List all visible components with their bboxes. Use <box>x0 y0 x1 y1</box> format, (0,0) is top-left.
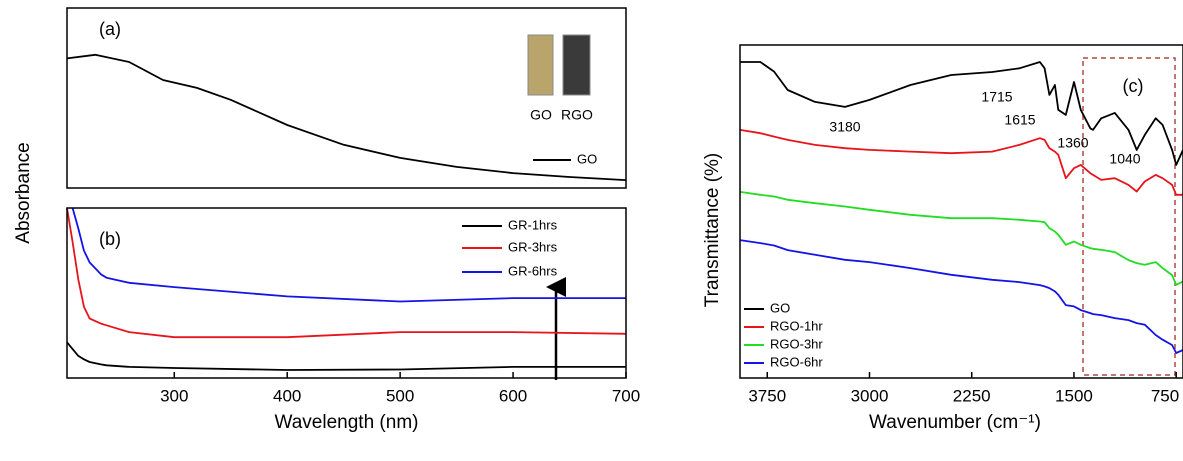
highlight-box <box>1082 57 1176 376</box>
series-line <box>740 129 1183 196</box>
inset-label: RGO <box>561 107 593 123</box>
series-line <box>66 53 627 181</box>
legend-label: RGO-3hr <box>770 336 823 351</box>
x-tick-label: 500 <box>386 386 414 405</box>
legend-label: GR-6hrs <box>508 263 558 278</box>
axes-frame <box>66 7 627 189</box>
peak-annotation: 1615 <box>1004 112 1035 128</box>
series-line <box>740 239 1183 354</box>
x-tick-label: 750 <box>1151 386 1179 405</box>
peak-annotation: 1715 <box>981 89 1012 105</box>
cuvette-rgo <box>562 34 591 96</box>
inset-label: GO <box>530 107 552 123</box>
series-line <box>66 341 626 371</box>
legend-label: RGO-1hr <box>770 318 823 333</box>
x-tick-label: 1500 <box>1055 386 1093 405</box>
panel-label: (b) <box>99 229 121 249</box>
y-axis-label: Absorbance <box>13 142 34 243</box>
x-axis-label: Wavelength (nm) <box>275 412 419 433</box>
series-line <box>740 61 1183 166</box>
x-tick-label: 300 <box>160 386 188 405</box>
peak-annotation: 1040 <box>1109 151 1140 167</box>
legend-label: GO <box>770 300 790 315</box>
legend-label: GR-1hrs <box>508 217 558 232</box>
axes-frame <box>739 44 1183 379</box>
x-tick-label: 3750 <box>748 386 786 405</box>
peak-annotation: 3180 <box>829 119 860 135</box>
legend-label: GR-3hrs <box>508 239 558 254</box>
x-tick-label: 600 <box>499 386 527 405</box>
axes-frame <box>66 207 627 379</box>
legend-label: GO <box>577 151 597 166</box>
plot-area <box>740 61 1183 354</box>
panel-label: (c) <box>1123 76 1144 96</box>
panel-label: (a) <box>99 19 121 39</box>
series-line <box>66 207 627 339</box>
x-axis-label: Wavenumber (cm⁻¹) <box>869 412 1041 433</box>
legend-label: RGO-6hr <box>770 354 823 369</box>
x-tick-label: 700 <box>612 386 640 405</box>
peak-annotation: 1360 <box>1057 135 1088 151</box>
x-tick-label: 400 <box>273 386 301 405</box>
y-axis-label: Transmittance (%) <box>702 153 723 308</box>
x-tick-label: 2250 <box>953 386 991 405</box>
cuvette-go <box>527 34 554 96</box>
series-line <box>71 207 626 303</box>
x-tick-label: 3000 <box>851 386 889 405</box>
series-line <box>740 191 1183 286</box>
